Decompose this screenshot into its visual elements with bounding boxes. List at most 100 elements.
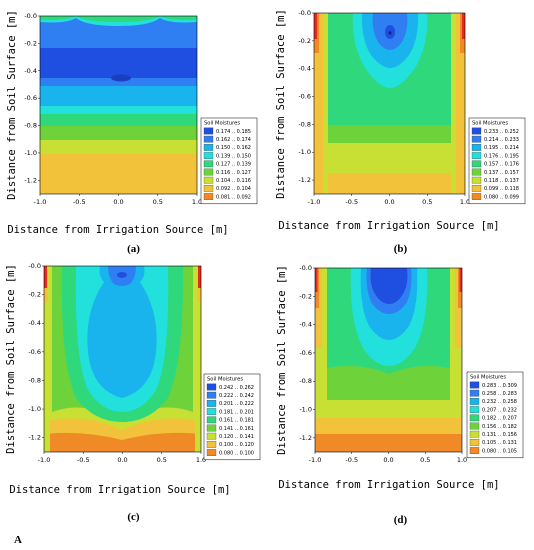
panel-c: -0.0 -0.2 -0.4 -0.6 -0.8 -1.0 -1.2 -1.0 -0.5 0.0… — [0, 262, 267, 530]
chart-c: -0.0 -0.2 -0.4 -0.6 -0.8 -1.0 -1.2 -1.0 -0.5 0.0… — [5, 262, 261, 496]
y-tick-label: -1.2 — [298, 176, 311, 184]
legend-swatch — [469, 406, 480, 413]
legend-entry: 0.081 .. 0.092 — [216, 194, 251, 200]
legend-entry: 0.104 .. 0.116 — [216, 178, 251, 184]
x-tick-label: -0.5 — [345, 456, 358, 464]
legend-swatch — [203, 127, 214, 135]
legend-entry: 0.162 .. 0.174 — [216, 137, 251, 143]
panel-d: -0.0 -0.2 -0.4 -0.6 -0.8 -1.0 -1.2 -1.0 -0.5 0.0… — [267, 262, 534, 530]
legend-entry: 0.156 .. 0.182 — [482, 424, 517, 430]
legend-entry: 0.116 .. 0.127 — [216, 170, 251, 176]
legend-swatch — [469, 447, 480, 454]
legend-entry: 0.092 .. 0.104 — [216, 186, 251, 192]
chart-b: -0.0 -0.2 -0.4 -0.6 -0.8 -1.0 -1.2 -1.0 -0.5 0.0… — [275, 9, 526, 232]
y-tick-label: -1.0 — [24, 149, 37, 157]
y-tick-label: -0.6 — [299, 349, 312, 357]
y-ticks-d: -0.0 -0.2 -0.4 -0.6 -0.8 -1.0 -1.2 — [299, 264, 315, 442]
legend-entry: 0.233 .. 0.252 — [484, 129, 519, 135]
legend-entry: 0.157 .. 0.176 — [484, 162, 519, 168]
x-axis-label-b: Distance from Irrigation Source [m] — [278, 220, 499, 232]
legend-swatch — [469, 389, 480, 397]
y-tick-label: -0.2 — [28, 291, 41, 299]
legend-swatch — [203, 168, 214, 176]
legend-entry: 0.258 .. 0.283 — [482, 391, 517, 397]
y-tick-label: -0.8 — [298, 120, 311, 128]
legend-swatch — [206, 383, 217, 391]
x-ticks-a: -1.0 -0.5 0.0 0.5 1.0 — [34, 194, 202, 206]
legend-entry: 0.131 .. 0.156 — [482, 432, 517, 438]
x-tick-label: -1.0 — [308, 198, 321, 206]
legend-entry: 0.161 .. 0.181 — [219, 418, 254, 424]
contour-field-b — [314, 13, 465, 194]
legend-title: Soil Moistures — [204, 121, 240, 127]
legend-swatch — [471, 168, 482, 176]
legend-entry: 0.182 .. 0.207 — [482, 416, 517, 422]
legend-entry: 0.080 .. 0.100 — [219, 450, 254, 456]
y-tick-label: -0.0 — [298, 9, 311, 17]
legend-swatch — [469, 439, 480, 446]
x-ticks-b: -1.0 -0.5 0.0 0.5 1.0 — [308, 194, 470, 206]
legend-entry: 0.080 .. 0.105 — [482, 448, 517, 454]
legend-entry: 0.137 .. 0.157 — [484, 170, 519, 176]
legend-entry: 0.232 .. 0.258 — [482, 399, 517, 405]
legend-entry: 0.105 .. 0.131 — [482, 440, 517, 446]
y-axis-label-a: Distance from Soil Surface [m] — [6, 10, 18, 200]
legend-entry: 0.141 .. 0.161 — [219, 426, 254, 432]
y-tick-label: -0.2 — [298, 37, 311, 45]
legend-swatch — [469, 422, 480, 430]
legend-d: Soil Moistures 0.283 .. 0.309 0.258 .. 0.2… — [466, 371, 524, 459]
legend-swatch — [471, 127, 482, 135]
panel-a: -0.0 -0.2 -0.4 -0.6 -0.8 -1.0 -1.2 -1.0 -0.5 0.0… — [0, 0, 267, 268]
y-tick-label: -0.2 — [24, 39, 37, 47]
y-tick-label: -0.4 — [24, 67, 37, 75]
contour-field-a — [40, 16, 197, 194]
y-tick-label: -0.0 — [24, 12, 37, 20]
legend-entry: 0.201 .. 0.222 — [219, 401, 254, 407]
legend-swatch — [203, 185, 214, 192]
legend-entry: 0.174 .. 0.185 — [216, 129, 251, 135]
legend-swatch — [471, 185, 482, 192]
x-tick-label: 1.0 — [460, 198, 470, 206]
y-tick-label: -1.0 — [298, 148, 311, 156]
legend-c: Soil Moistures 0.242 .. 0.262 0.222 .. 0.2… — [203, 373, 261, 461]
legend-entry: 0.150 .. 0.162 — [216, 145, 251, 151]
y-ticks-a: -0.0 -0.2 -0.4 -0.6 -0.8 -1.0 -1.2 — [24, 12, 40, 184]
x-tick-label: 0.5 — [153, 198, 163, 206]
legend-swatch — [206, 449, 217, 456]
y-tick-label: -1.2 — [28, 434, 41, 442]
x-tick-label: 0.5 — [422, 198, 432, 206]
y-ticks-b: -0.0 -0.2 -0.4 -0.6 -0.8 -1.0 -1.2 — [298, 9, 314, 184]
x-tick-label: 1.0 — [192, 198, 202, 206]
chart-a: -0.0 -0.2 -0.4 -0.6 -0.8 -1.0 -1.2 -1.0 -0.5 0.0… — [6, 10, 258, 236]
legend-swatch — [203, 152, 214, 159]
legend-swatch — [471, 176, 482, 184]
legend-entry: 0.100 .. 0.120 — [219, 442, 254, 448]
y-tick-label: -1.0 — [28, 405, 41, 413]
panel-caption-b: (b) — [393, 243, 408, 255]
legend-title: Soil Moistures — [472, 121, 508, 127]
y-axis-label-c: Distance from Soil Surface [m] — [5, 264, 17, 454]
y-tick-label: -0.0 — [299, 264, 312, 272]
legend-entry: 0.283 .. 0.309 — [482, 383, 517, 389]
chart-d: -0.0 -0.2 -0.4 -0.6 -0.8 -1.0 -1.2 -1.0 -0.5 0.0… — [276, 264, 524, 491]
y-tick-label: -0.6 — [28, 348, 41, 356]
legend-entry: 0.080 .. 0.099 — [484, 194, 519, 200]
y-tick-label: -0.4 — [28, 319, 41, 327]
legend-swatch — [469, 398, 480, 405]
y-tick-label: -1.0 — [299, 406, 312, 414]
legend-swatch — [469, 414, 480, 422]
figure-label: A — [14, 534, 22, 546]
x-tick-label: 0.5 — [157, 456, 167, 464]
legend-swatch — [203, 176, 214, 184]
x-tick-label: -0.5 — [345, 198, 358, 206]
legend-swatch — [203, 144, 214, 151]
y-tick-label: -0.8 — [24, 122, 37, 130]
x-tick-label: 0.5 — [420, 456, 430, 464]
y-tick-label: -0.8 — [28, 376, 41, 384]
x-axis-label-a: Distance from Irrigation Source [m] — [7, 224, 228, 236]
legend-entry: 0.181 .. 0.201 — [219, 409, 254, 415]
y-tick-label: -0.2 — [299, 292, 312, 300]
x-tick-label: 1.0 — [196, 456, 206, 464]
y-tick-label: -0.6 — [298, 93, 311, 101]
x-tick-label: 0.0 — [113, 198, 123, 206]
